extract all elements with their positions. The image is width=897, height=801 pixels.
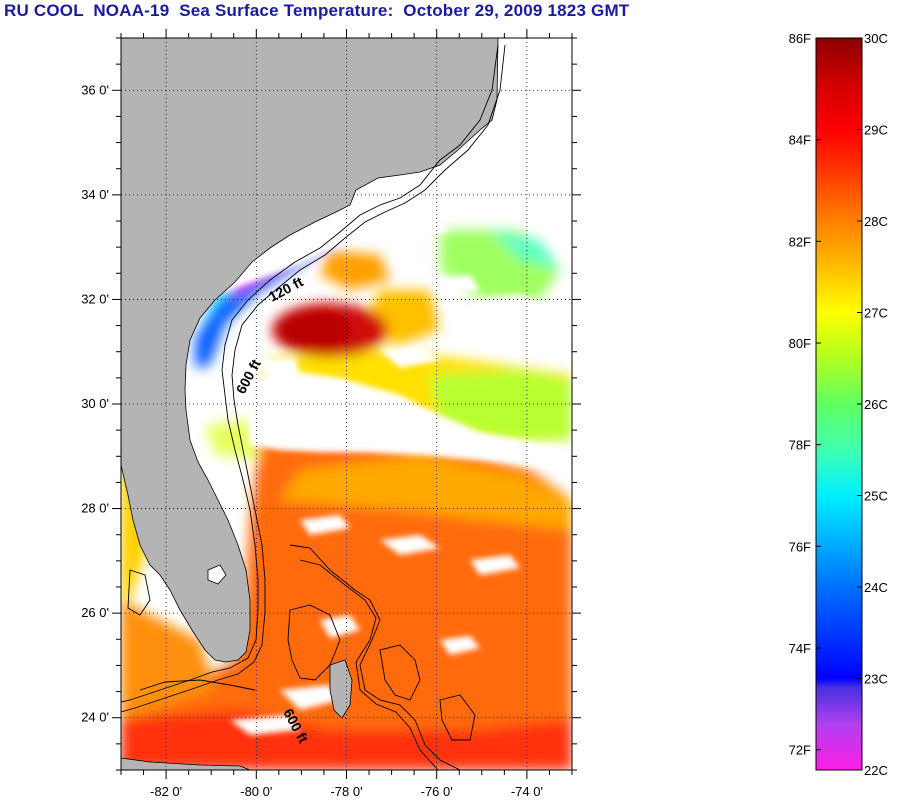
colorbar-label-25c: 25C — [864, 489, 888, 504]
colorbar-label-27c: 27C — [864, 306, 888, 321]
colorbar-label-30c: 30C — [864, 31, 888, 46]
colorbar-label-26c: 26C — [864, 397, 888, 412]
chart-title: RU COOL NOAA-19 Sea Surface Temperature:… — [4, 1, 630, 20]
colorbar-label-29c: 29C — [864, 123, 888, 138]
lat-label-34: 34 0' — [81, 187, 109, 202]
colorbar-fahrenheit-labels: 86F 84F 82F 80F 78F 76F 74F 72F — [789, 31, 811, 758]
colorbar-label-82f: 82F — [789, 234, 811, 249]
cuba-coast — [121, 757, 251, 770]
lon-label-76: -76 0' — [421, 784, 453, 799]
colorbar-label-22c: 22C — [864, 763, 888, 778]
land-mass-lake — [207, 564, 227, 585]
lat-label-30: 30 0' — [81, 396, 109, 411]
colorbar-label-28c: 28C — [864, 214, 888, 229]
bathymetry-contours — [121, 44, 506, 770]
latitude-ticks — [112, 37, 581, 771]
colorbar-ticks — [816, 37, 862, 771]
colorbar-label-74f: 74F — [789, 641, 811, 656]
colorbar-label-24c: 24C — [864, 580, 888, 595]
map-content: 120 ft 600 ft 600 ft — [121, 38, 572, 770]
colorbar-label-76f: 76F — [789, 539, 811, 554]
lat-label-32: 32 0' — [81, 291, 109, 306]
colorbar-label-72f: 72F — [789, 743, 811, 758]
colorbar-label-78f: 78F — [789, 438, 811, 453]
lat-label-26: 26 0' — [81, 605, 109, 620]
lat-label-28: 28 0' — [81, 501, 109, 516]
lon-label-82: -82 0' — [150, 784, 182, 799]
colorbar-label-86f: 86F — [789, 31, 811, 46]
lat-label-24: 24 0' — [81, 710, 109, 725]
colorbar — [815, 37, 863, 771]
longitude-ticks — [120, 29, 573, 779]
lon-label-74: -74 0' — [511, 784, 543, 799]
colorbar-celsius-labels: 30C 29C 28C 27C 26C 25C 24C 23C 22C — [864, 31, 888, 778]
lon-label-78: -78 0' — [330, 784, 362, 799]
lat-label-36: 36 0' — [81, 82, 109, 97]
longitude-labels: -82 0' -80 0' -78 0' -76 0' -74 0' — [150, 784, 543, 799]
latitude-labels: 36 0' 34 0' 32 0' 30 0' 28 0' 26 0' 24 0… — [81, 82, 109, 724]
lon-label-80: -80 0' — [240, 784, 272, 799]
land-mass — [121, 38, 499, 663]
colorbar-label-80f: 80F — [789, 336, 811, 351]
colorbar-label-84f: 84F — [789, 133, 811, 148]
colorbar-label-23c: 23C — [864, 672, 888, 687]
